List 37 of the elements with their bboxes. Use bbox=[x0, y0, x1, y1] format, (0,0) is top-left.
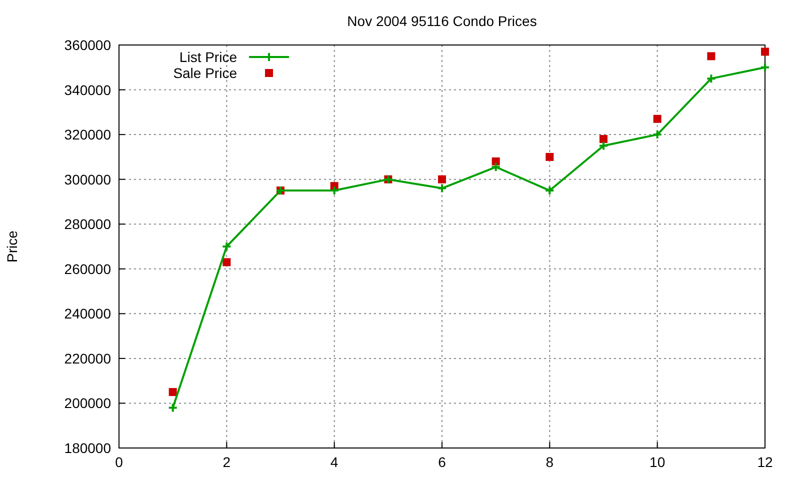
x-tick-label: 0 bbox=[115, 454, 124, 470]
x-tick-label: 6 bbox=[438, 454, 446, 470]
point bbox=[492, 157, 500, 166]
point bbox=[222, 258, 231, 266]
y-axis-title: Price bbox=[4, 230, 20, 262]
point bbox=[653, 114, 662, 123]
point bbox=[168, 388, 177, 396]
point bbox=[600, 135, 608, 144]
x-tick-label: 4 bbox=[330, 454, 338, 470]
point bbox=[652, 130, 662, 140]
x-tick-label: 10 bbox=[650, 454, 666, 470]
y-tick-label: 360000 bbox=[64, 37, 112, 53]
point bbox=[544, 186, 555, 196]
point bbox=[707, 52, 716, 60]
x-tick-label: 12 bbox=[757, 454, 773, 470]
point bbox=[222, 242, 232, 252]
legend-label: List Price bbox=[179, 49, 238, 65]
point bbox=[490, 162, 501, 172]
y-tick-label: 320000 bbox=[64, 126, 112, 143]
point bbox=[546, 152, 554, 161]
point bbox=[598, 140, 608, 151]
x-tick-label: 8 bbox=[546, 454, 554, 470]
y-tick-label: 300000 bbox=[64, 171, 112, 188]
y-tick-label: 240000 bbox=[64, 306, 112, 322]
y-tick-label: 260000 bbox=[64, 260, 112, 277]
point bbox=[438, 175, 446, 184]
y-tick-label: 280000 bbox=[64, 216, 112, 232]
chart-title: Nov 2004 95116 Condo Prices bbox=[347, 13, 537, 29]
y-tick-label: 220000 bbox=[64, 350, 112, 366]
y-tick-label: 200000 bbox=[64, 395, 112, 412]
x-tick-label: 2 bbox=[222, 454, 231, 470]
legend-label: Sale Price bbox=[173, 65, 238, 81]
point bbox=[761, 48, 769, 56]
y-tick-label: 340000 bbox=[64, 82, 112, 98]
point bbox=[437, 183, 447, 194]
y-tick-label: 180000 bbox=[64, 440, 112, 456]
point bbox=[706, 74, 716, 84]
